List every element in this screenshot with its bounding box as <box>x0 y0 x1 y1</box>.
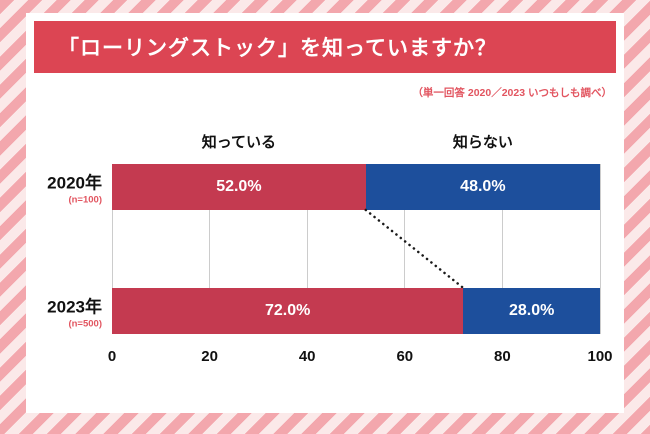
x-tick-label: 20 <box>201 348 218 365</box>
trend-dotted-line <box>364 208 465 290</box>
x-tick-label: 100 <box>587 348 613 365</box>
value-label: 72.0% <box>264 302 311 319</box>
legend-know: 知っている <box>201 134 277 151</box>
bar-segment-know-2020: 52.0% <box>112 164 366 210</box>
x-tick-label: 60 <box>396 348 414 365</box>
x-tick-label: 40 <box>298 348 316 365</box>
x-tick-label: 80 <box>494 348 511 365</box>
value-label: 48.0% <box>460 178 506 195</box>
value-label: 52.0% <box>216 178 262 195</box>
survey-note: （単一回答 2020／2023 いつもしも調べ） <box>412 87 612 99</box>
year-label: 2020年 <box>47 173 102 193</box>
bar-row-2023: 2023年 (n=500) 72.0% 28.0% <box>47 288 600 334</box>
trend-gap <box>112 208 600 290</box>
chart-title-banner: 「ローリングストック」を知っていますか？ <box>34 21 616 73</box>
bar-segment-notknow-2023: 28.0% <box>463 288 600 334</box>
row-label-2023: 2023年 (n=500) <box>32 293 102 330</box>
x-axis: 0 20 40 60 80 100 <box>108 342 613 368</box>
chart-title: 「ローリングストック」を知っていますか？ <box>58 37 497 60</box>
x-tick-label: 0 <box>107 348 117 365</box>
gridline <box>501 164 503 334</box>
sample-size-label: (n=100) <box>68 194 102 206</box>
gridline <box>599 164 601 334</box>
infographic-panel: 「ローリングストック」を知っていますか？ （単一回答 2020／2023 いつも… <box>26 13 624 413</box>
gridlines <box>111 164 601 334</box>
bar-segment-notknow-2020: 48.0% <box>365 164 600 210</box>
gridline <box>306 164 308 334</box>
row-label-2020: 2020年 (n=100) <box>32 169 102 206</box>
bar-row-2020: 2020年 (n=100) 52.0% 48.0% <box>47 164 600 210</box>
gridline <box>404 164 406 334</box>
bar-chart: 知っている 知らない 2020年 (n=100) 52.0% 48.0% <box>34 130 616 368</box>
bar-segment-know-2023: 72.0% <box>112 288 464 334</box>
gridline <box>209 164 211 334</box>
legend-row: 知っている 知らない <box>112 130 600 156</box>
gridline <box>111 164 113 334</box>
sample-size-label: (n=500) <box>68 318 102 330</box>
value-label: 28.0% <box>508 302 555 319</box>
year-label: 2023年 <box>47 297 102 317</box>
legend-not-know: 知らない <box>452 134 513 151</box>
plot-area: 2020年 (n=100) 52.0% 48.0% <box>47 164 601 334</box>
